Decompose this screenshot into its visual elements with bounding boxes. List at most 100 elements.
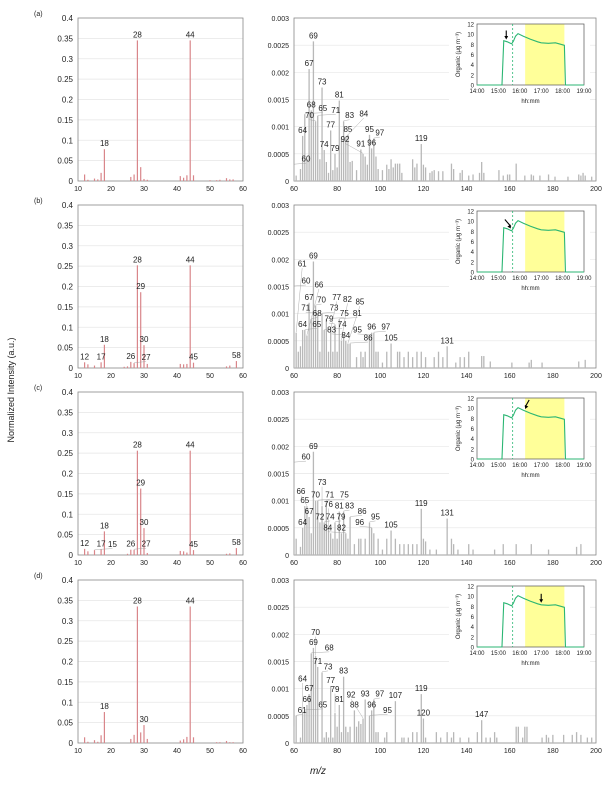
bar-mz-31 (146, 179, 148, 181)
y-tick-label: 0.002 (271, 257, 289, 264)
bar-mz-96 (371, 332, 373, 368)
bar-mz-85 (347, 538, 349, 555)
bar-mz-28 (136, 265, 138, 368)
bar-mz-68 (310, 110, 312, 181)
label-leader-line (317, 114, 336, 116)
peak-label: 71 (331, 106, 340, 115)
label-leader-line (295, 268, 303, 333)
y-tick-label: 0 (285, 179, 289, 186)
peak-label: 64 (298, 320, 307, 329)
y-tick-label: 0.001 (271, 125, 289, 132)
bar-mz-43 (186, 175, 188, 181)
bar-mz-44 (189, 606, 191, 743)
panel-label: (a) (34, 11, 43, 18)
peak-label: 58 (232, 351, 241, 360)
bar-mz-43 (186, 363, 188, 368)
y-tick-label: 0.3 (62, 617, 74, 626)
bar-mz-41 (179, 363, 181, 368)
bar-mz-73 (321, 87, 323, 181)
bar-mz-25 (126, 366, 129, 368)
y-tick-label: 0.2 (62, 283, 74, 292)
bar-mz-44 (189, 450, 191, 555)
label-leader-line (334, 520, 342, 523)
x-axis-label: m/z (310, 766, 326, 777)
bar-mz-74 (323, 522, 325, 555)
x-tick-label: 120 (418, 186, 430, 193)
bar-mz-178 (547, 174, 550, 181)
peak-label: 79 (337, 512, 346, 521)
label-leader-line (322, 670, 329, 673)
bar-mz-57 (232, 742, 234, 743)
x-tick-label: 20 (107, 748, 115, 755)
bar-mz-104 (388, 169, 390, 181)
bar-mz-31 (146, 552, 148, 555)
peak-label: 28 (133, 441, 142, 450)
y-tick-label: 0.05 (57, 531, 73, 540)
bar-mz-79 (334, 713, 336, 743)
y-tick-label: 0.3 (62, 55, 74, 64)
y-tick-label: 0.0015 (268, 472, 290, 479)
bar-mz-137 (459, 737, 461, 743)
bar-mz-60 (293, 462, 295, 555)
y-tick-label: 0.001 (271, 687, 289, 694)
x-tick-label: 160 (504, 560, 516, 567)
bar-mz-111 (403, 357, 405, 368)
label-leader-line (350, 341, 369, 344)
bar-mz-157 (502, 544, 504, 555)
bar-mz-109 (399, 544, 401, 555)
label-leader-line (317, 498, 330, 501)
peak-label: 81 (335, 91, 344, 100)
peak-label: 91 (356, 139, 365, 148)
inset-y-tick: 12 (467, 23, 474, 29)
label-leader-line (359, 526, 372, 528)
bar-mz-18 (103, 149, 105, 181)
inset-x-tick: 18:00 (555, 463, 571, 469)
bar-mz-73 (321, 313, 323, 368)
bar-mz-193 (580, 175, 582, 181)
bar-mz-108 (396, 351, 399, 368)
bar-mz-61 (295, 538, 297, 555)
bar-mz-29 (140, 167, 142, 181)
bar-mz-105 (390, 159, 392, 181)
bar-mz-106 (392, 167, 394, 181)
bar-mz-64 (301, 329, 304, 368)
peak-label: 67 (305, 59, 314, 68)
bar-mz-99 (377, 169, 379, 181)
bar-mz-147 (481, 720, 483, 743)
x-tick-label: 50 (206, 373, 214, 380)
bar-mz-155 (498, 170, 500, 181)
bar-mz-61 (295, 715, 297, 743)
bar-mz-29 (140, 292, 142, 368)
inset-organic-line (477, 32, 584, 86)
peak-label: 71 (313, 657, 322, 666)
bar-mz-163 (515, 163, 517, 181)
peak-label: 44 (186, 441, 195, 450)
bar-mz-71 (317, 500, 319, 555)
bar-mz-93 (364, 699, 366, 743)
bar-mz-171 (532, 175, 535, 181)
bar-mz-97 (373, 332, 375, 368)
bar-mz-31 (146, 363, 148, 368)
bar-mz-175 (541, 362, 543, 368)
inset-y-tick: 2 (471, 73, 475, 79)
bar-mz-108 (396, 163, 399, 181)
panel-label: (b) (34, 198, 43, 205)
bar-mz-103 (386, 732, 388, 743)
peak-label: 26 (126, 352, 135, 361)
bar-mz-148 (483, 172, 485, 181)
peak-label: 105 (384, 521, 398, 530)
bar-mz-119 (420, 351, 422, 368)
peak-label: 28 (133, 30, 142, 39)
y-tick-label: 0.003 (271, 203, 289, 210)
inset-y-tick: 0 (471, 646, 475, 652)
peak-label: 71 (325, 491, 334, 500)
peak-label: 27 (142, 353, 151, 362)
x-tick-label: 50 (206, 748, 214, 755)
peak-label: 17 (97, 352, 106, 361)
bar-mz-71 (317, 115, 319, 181)
bar-mz-77 (330, 130, 332, 181)
peak-label: 95 (371, 512, 380, 521)
peak-label: 84 (323, 523, 332, 532)
inset-organic-line (477, 219, 584, 273)
bar-mz-56 (229, 179, 231, 181)
